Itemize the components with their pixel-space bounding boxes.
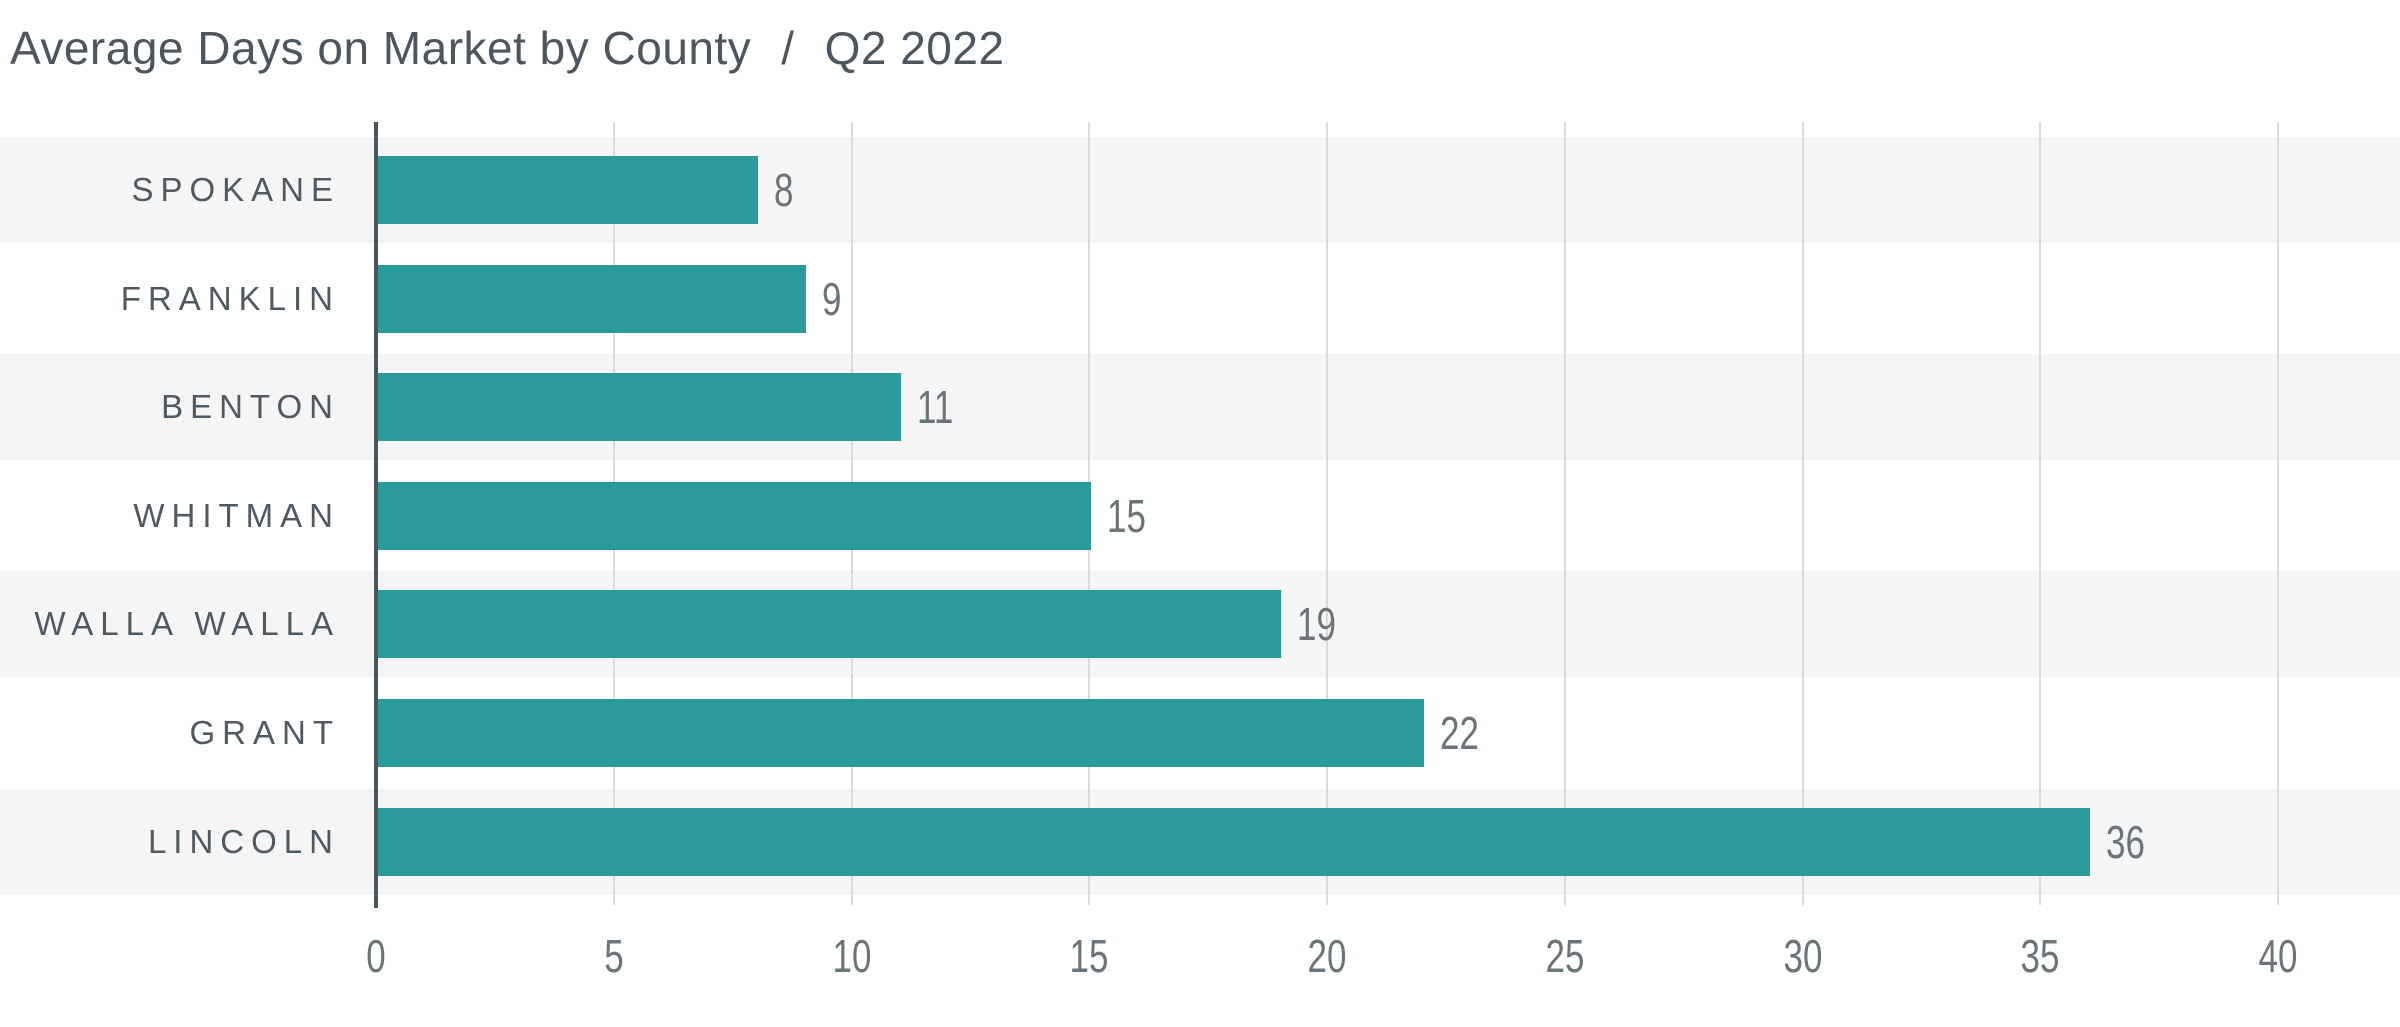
x-tick-text: 20 xyxy=(1307,930,1347,982)
category-label: LINCOLN xyxy=(147,823,340,860)
data-bar xyxy=(378,373,901,441)
value-label-text: 8 xyxy=(774,164,794,216)
x-tick-text: 5 xyxy=(604,930,624,982)
data-bar xyxy=(378,590,1281,658)
x-tick-text: 10 xyxy=(832,930,872,982)
value-label-text: 22 xyxy=(1440,707,1479,759)
value-label-text: 15 xyxy=(1107,490,1146,542)
value-label: 19 xyxy=(1297,571,1348,677)
x-tick-text: 40 xyxy=(2258,930,2298,982)
data-bar xyxy=(378,699,1424,767)
x-tick-label: 20 xyxy=(1301,928,1352,984)
x-tick-label: 0 xyxy=(363,928,389,984)
category-label: BENTON xyxy=(161,388,340,425)
x-tick-text: 0 xyxy=(366,930,386,982)
x-tick-text: 35 xyxy=(2020,930,2060,982)
gridline xyxy=(1564,122,1566,905)
data-bar xyxy=(378,808,2090,876)
gridline xyxy=(1802,122,1804,905)
value-label: 22 xyxy=(1440,680,1491,786)
x-tick-label: 25 xyxy=(1539,928,1590,984)
value-label: 11 xyxy=(917,354,965,460)
x-tick-label: 30 xyxy=(1777,928,1828,984)
chart-title-separator: / xyxy=(781,22,795,74)
value-label-text: 36 xyxy=(2106,816,2145,868)
category-label: FRANKLIN xyxy=(120,280,340,317)
value-label: 8 xyxy=(774,137,800,243)
x-tick-label: 40 xyxy=(2252,928,2303,984)
value-label: 36 xyxy=(2106,789,2157,895)
category-label: SPOKANE xyxy=(131,171,340,208)
x-tick-text: 15 xyxy=(1069,930,1109,982)
chart-title-main: Average Days on Market by County xyxy=(10,22,752,74)
x-tick-label: 35 xyxy=(2014,928,2065,984)
data-bar xyxy=(378,482,1091,550)
x-tick-text: 25 xyxy=(1545,930,1585,982)
x-tick-label: 5 xyxy=(601,928,627,984)
value-label: 15 xyxy=(1107,463,1158,569)
data-bar xyxy=(378,265,806,333)
category-label: WALLA WALLA xyxy=(34,605,340,642)
category-label: GRANT xyxy=(189,714,340,751)
gridline xyxy=(1326,122,1328,905)
chart-title: Average Days on Market by County / Q2 20… xyxy=(10,18,1005,78)
gridline xyxy=(2039,122,2041,905)
category-label: WHITMAN xyxy=(133,497,340,534)
x-tick-label: 15 xyxy=(1063,928,1114,984)
x-tick-text: 30 xyxy=(1783,930,1823,982)
data-bar xyxy=(378,156,758,224)
value-label-text: 11 xyxy=(917,381,954,433)
x-tick-label: 10 xyxy=(826,928,877,984)
value-label: 9 xyxy=(822,246,848,352)
y-axis-line xyxy=(374,122,378,908)
chart-title-period: Q2 2022 xyxy=(824,22,1005,74)
value-label-text: 19 xyxy=(1297,598,1336,650)
value-label-text: 9 xyxy=(822,273,842,325)
gridline xyxy=(2277,122,2279,905)
